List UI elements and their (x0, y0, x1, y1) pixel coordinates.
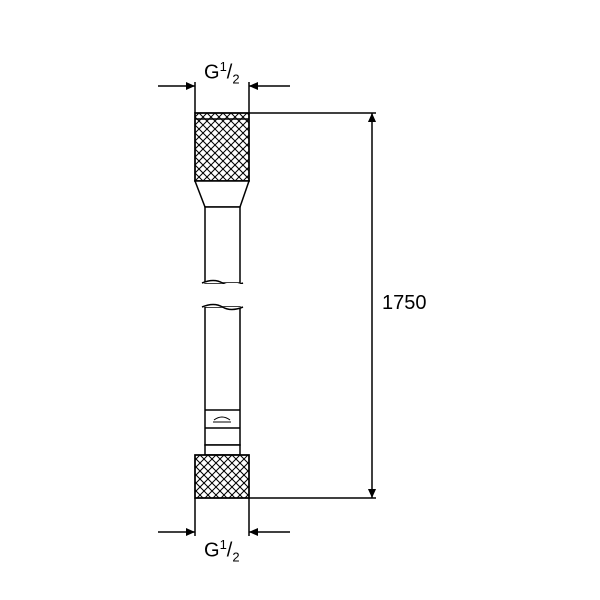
bottom-dim-label: G1/2 (204, 537, 240, 565)
technical-drawing (0, 0, 600, 600)
top-dim-label: G1/2 (204, 59, 240, 87)
right-dim-label: 1750 (382, 292, 427, 315)
